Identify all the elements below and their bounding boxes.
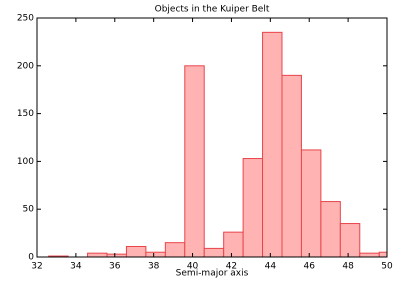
x-tick-label: 38 (148, 262, 160, 272)
x-axis-label: Semi-major axis (176, 269, 249, 279)
x-tick-label: 40 (187, 262, 199, 272)
bar (125, 245, 147, 257)
bar (320, 201, 341, 257)
y-tick-label: 200 (17, 61, 34, 71)
x-tick-label: 48 (342, 262, 354, 272)
bar (223, 231, 244, 257)
x-tick-label: 32 (31, 262, 42, 272)
bar (145, 251, 166, 257)
bar (164, 242, 186, 257)
bar (184, 65, 205, 257)
x-tick-label: 46 (303, 262, 315, 272)
bars (48, 31, 387, 257)
bar (359, 252, 380, 257)
bar (281, 74, 302, 257)
x-tick-label: 34 (70, 262, 82, 272)
bar (262, 31, 283, 257)
bar (339, 223, 361, 257)
y-tick-label: 100 (17, 157, 34, 167)
y-tick-label: 250 (17, 14, 34, 24)
bar (378, 251, 387, 257)
x-tick-label: 42 (226, 262, 237, 272)
x-tick-label: 36 (109, 262, 121, 272)
x-tick-label: 50 (381, 262, 393, 272)
x-tick-label: 44 (265, 262, 277, 272)
bar (87, 252, 108, 257)
chart-title: Objects in the Kuiper Belt (155, 5, 270, 15)
bar (300, 149, 322, 257)
y-tick-label: 150 (17, 109, 34, 119)
bar (242, 158, 264, 257)
bar (203, 247, 225, 257)
y-tick-label: 0 (28, 253, 34, 263)
y-tick-label: 50 (23, 205, 35, 215)
plot-frame (36, 17, 388, 258)
